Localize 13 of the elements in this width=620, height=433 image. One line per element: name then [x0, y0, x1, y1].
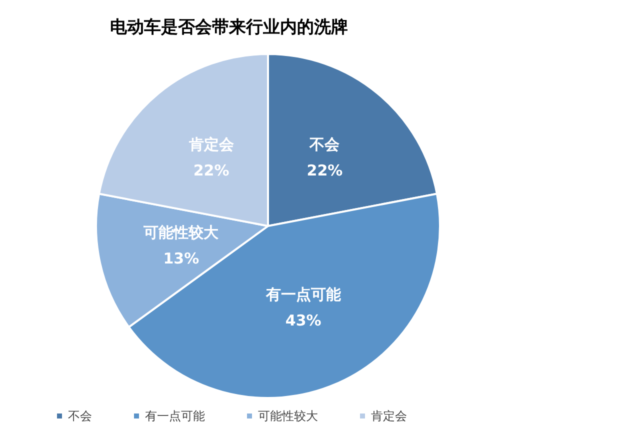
slice-label: 肯定会 — [188, 135, 235, 154]
data-label: 22% — [306, 161, 343, 180]
data-label: 43% — [285, 312, 322, 330]
data-label: 22% — [193, 161, 230, 180]
legend-label: 可能性较大 — [258, 409, 318, 423]
slice-label: 可能性较大 — [142, 223, 220, 242]
legend-label: 肯定会 — [371, 409, 407, 423]
data-label: 13% — [163, 249, 200, 268]
slice-label: 不会 — [308, 135, 341, 154]
legend-label: 有一点可能 — [145, 409, 205, 423]
chart-title: 电动车是否会带来行业内的洗牌 — [110, 18, 348, 38]
legend-label: 不会 — [68, 409, 92, 423]
slice-label: 有一点可能 — [264, 286, 342, 304]
